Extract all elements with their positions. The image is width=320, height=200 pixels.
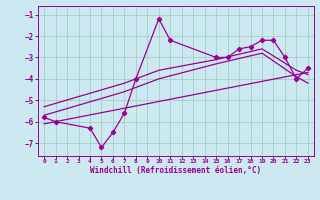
X-axis label: Windchill (Refroidissement éolien,°C): Windchill (Refroidissement éolien,°C) (91, 166, 261, 175)
